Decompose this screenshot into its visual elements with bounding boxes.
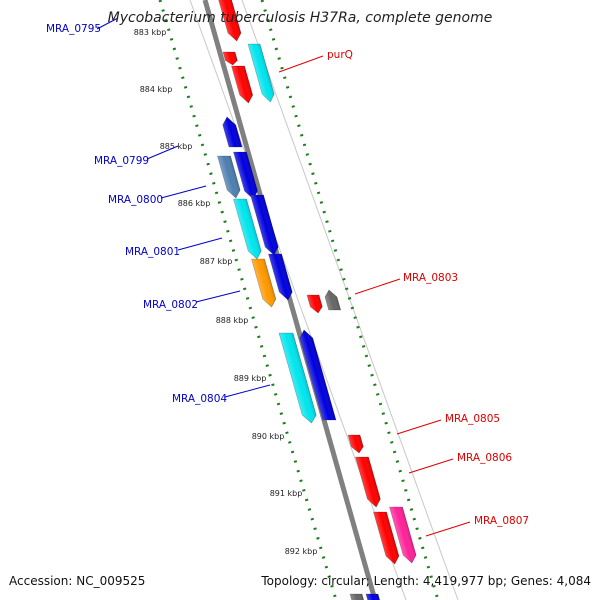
leader-line	[408, 458, 454, 474]
tick-label: 887 kbp	[200, 257, 233, 266]
gene-label-mra-0805[interactable]: MRA_0805	[445, 413, 500, 425]
gene-arrow	[347, 434, 364, 454]
leader-line	[160, 185, 207, 199]
gene-arrow	[373, 511, 400, 565]
tick-label: 892 kbp	[285, 547, 318, 556]
gene-arrow	[355, 456, 381, 508]
gene-shine	[268, 254, 293, 300]
gene-label-purq[interactable]: purQ	[327, 49, 353, 61]
gene-arrow	[233, 198, 262, 260]
backbone-line	[202, 0, 378, 600]
leader-line	[96, 17, 119, 30]
gene-shine	[250, 195, 279, 255]
gene-label-mra-0801[interactable]: MRA_0801	[125, 246, 180, 258]
gene-shine	[373, 512, 399, 564]
gene-label-mra-0800[interactable]: MRA_0800	[108, 194, 163, 206]
leader-line	[146, 145, 179, 160]
gene-arrow	[324, 289, 342, 311]
gene-shine	[223, 52, 238, 65]
gene-label-mra-0807[interactable]: MRA_0807	[474, 515, 529, 527]
leader-line	[354, 278, 401, 295]
gene-shine	[233, 152, 258, 199]
gene-arrow	[250, 194, 279, 256]
gene-shine	[251, 259, 276, 307]
gene-label-mra-0799[interactable]: MRA_0799	[94, 155, 149, 167]
gene-arrow	[278, 332, 317, 424]
gene-label-mra-0795[interactable]: MRA_0795	[46, 23, 101, 35]
gene-shine	[233, 199, 262, 259]
gene-arrow	[299, 329, 337, 421]
gene-arrow	[247, 43, 275, 103]
gene-label-mra-0802[interactable]: MRA_0802	[143, 299, 198, 311]
leader-line	[195, 290, 241, 303]
gene-shine	[299, 330, 336, 420]
gene-arrow	[231, 65, 254, 104]
leader-line	[278, 55, 324, 73]
topology-label: Topology: circular; Length: 4,419,977 bp…	[261, 574, 591, 588]
leader-line	[396, 419, 442, 435]
accession-label: Accession: NC_009525	[9, 574, 146, 588]
gene-features	[217, 0, 417, 600]
gene-shine	[324, 290, 341, 310]
tick-label: 888 kbp	[216, 316, 249, 325]
gene-arrow	[251, 258, 277, 308]
gene-shine	[231, 66, 253, 103]
gene-shine	[279, 333, 317, 423]
gene-arrow	[268, 253, 293, 301]
gene-label-mra-0804[interactable]: MRA_0804	[172, 393, 227, 405]
gene-arrow	[222, 116, 243, 148]
gene-arrow	[217, 0, 242, 42]
gene-arrow	[349, 593, 365, 600]
gene-shine	[366, 594, 380, 600]
gene-shine	[350, 594, 364, 600]
gene-arrow	[306, 294, 323, 314]
gene-shine	[348, 435, 364, 453]
gene-shine	[307, 295, 323, 313]
tick-label: 890 kbp	[252, 432, 285, 441]
map-title: Mycobacterium tuberculosis H37Ra, comple…	[107, 10, 493, 26]
gene-shine	[222, 117, 242, 147]
gene-arrow	[217, 155, 241, 199]
gene-shine	[217, 0, 241, 41]
tick-track-left	[158, 0, 338, 600]
tick-label: 886 kbp	[178, 199, 211, 208]
gene-label-mra-0806[interactable]: MRA_0806	[457, 452, 512, 464]
leader-line	[177, 237, 223, 251]
gene-shine	[217, 156, 241, 198]
track-band-right	[241, 0, 459, 600]
tick-label: 884 kbp	[140, 85, 173, 94]
gene-shine	[248, 44, 275, 102]
gene-shine	[355, 457, 381, 507]
leader-line	[425, 521, 471, 537]
tick-track-right	[260, 0, 440, 600]
tick-label: 883 kbp	[134, 28, 167, 37]
gene-arrow	[222, 51, 238, 66]
leader-line	[224, 384, 271, 398]
gene-arrow	[365, 593, 381, 600]
gene-labels: MRA_0795 purQ MRA_0799 MRA_0800 MRA_0801 MRA_…	[46, 17, 529, 537]
gene-arrow	[389, 506, 417, 564]
gene-label-mra-0803[interactable]: MRA_0803	[403, 272, 458, 284]
track-band-left	[189, 0, 407, 600]
tick-label: 891 kbp	[270, 489, 303, 498]
gene-shine	[389, 507, 417, 563]
tick-label: 889 kbp	[234, 374, 267, 383]
